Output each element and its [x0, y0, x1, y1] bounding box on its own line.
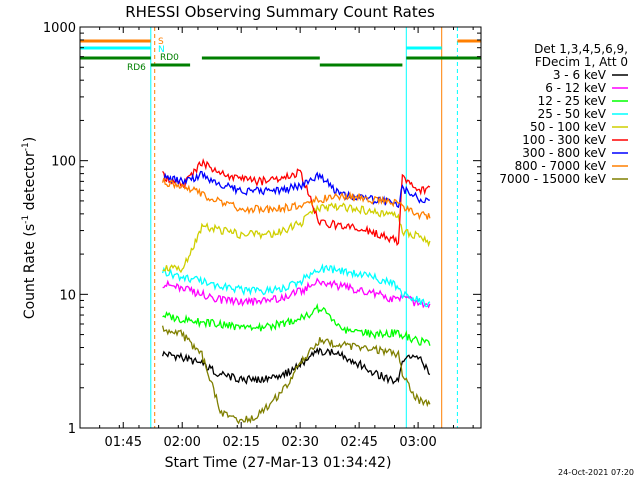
footer-timestamp: 24-Oct-2021 07:20: [558, 468, 634, 477]
series-line-9: [161, 325, 431, 425]
legend-label-2: 6 - 12 keV: [545, 81, 607, 95]
legend-label-3: 12 - 25 keV: [538, 94, 607, 108]
x-tick-label: 02:30: [281, 435, 318, 450]
y-axis-label: Count Rate (s-1 detector-1): [21, 137, 38, 319]
legend-label-8: 800 - 7000 keV: [515, 159, 607, 173]
flag-label-s: S: [158, 37, 164, 47]
series-line-4: [161, 263, 431, 308]
x-tick-label: 02:45: [340, 435, 377, 450]
legend-label-7: 300 - 800 keV: [522, 146, 606, 160]
x-tick-label: 01:45: [105, 435, 142, 450]
chart-title: RHESSI Observing Summary Count Rates: [125, 3, 435, 21]
legend-header-line-1: Det 1,3,4,5,6,9,: [534, 42, 628, 56]
legend-label-5: 50 - 100 keV: [530, 120, 607, 134]
flag-label-rd6: RD6: [127, 63, 146, 73]
y-tick-label: 100: [51, 155, 76, 170]
legend-label-1: 3 - 6 keV: [553, 68, 607, 82]
y-tick-label: 1000: [43, 21, 76, 36]
series-line-7: [162, 170, 430, 209]
series-line-6: [162, 157, 431, 247]
series-line-8: [161, 177, 431, 221]
legend-label-9: 7000 - 15000 keV: [499, 172, 606, 186]
x-tick-label: 02:00: [163, 435, 200, 450]
series-line-5: [162, 202, 431, 274]
x-axis-label: Start Time (27-Mar-13 01:34:42): [165, 455, 392, 471]
y-tick-label: 10: [59, 288, 76, 303]
series-line-3: [162, 302, 431, 346]
x-tick-label: 03:00: [399, 435, 436, 450]
flag-label-rd0: RD0: [160, 53, 179, 63]
y-axis-ticks: 1 10 100 1000: [43, 21, 481, 437]
x-tick-label: 02:15: [222, 435, 259, 450]
legend: Det 1,3,4,5,6,9, FDecim 1, Att 0 3 - 6 k…: [499, 42, 628, 186]
plot-frame: [79, 26, 482, 429]
legend-header-line-2: FDecim 1, Att 0: [535, 55, 628, 69]
legend-label-6: 100 - 300 keV: [522, 133, 606, 147]
series-line-2: [162, 277, 431, 309]
flag-label-n: N: [158, 45, 165, 55]
x-axis-ticks: 01:45 02:00 02:15 02:30 02:45 03:00: [79, 27, 474, 450]
legend-label-4: 25 - 50 keV: [538, 107, 607, 121]
y-tick-label: 1: [68, 422, 76, 437]
